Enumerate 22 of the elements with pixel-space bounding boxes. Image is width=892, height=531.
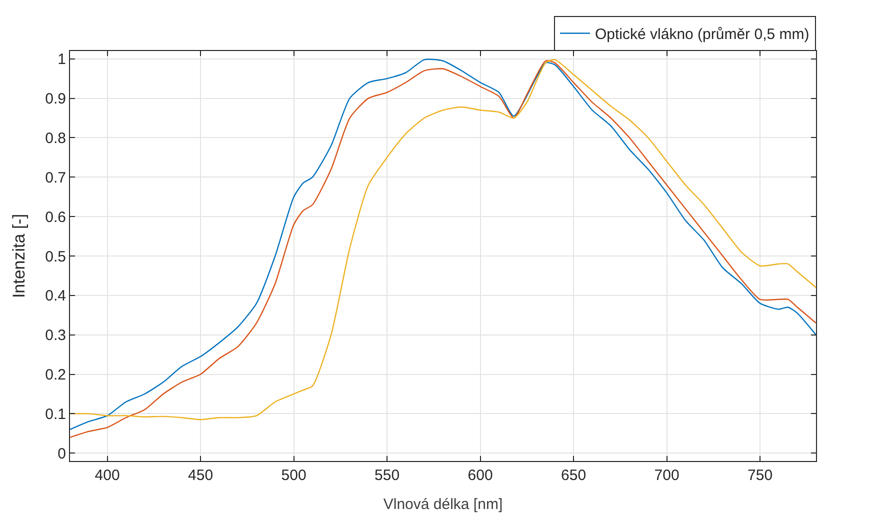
x-tick-label: 600 xyxy=(468,467,493,484)
y-tick-label: 0.8 xyxy=(45,130,66,147)
x-tick-label: 400 xyxy=(94,467,120,484)
y-tick-label: 0.5 xyxy=(45,248,66,266)
x-tick-label: 700 xyxy=(654,467,680,484)
x-tick-label: 750 xyxy=(748,467,773,484)
y-tick-label: 0.4 xyxy=(45,288,66,305)
y-tick-label: 0 xyxy=(58,445,66,462)
x-axis-title: Vlnová délka [nm] xyxy=(383,496,503,513)
x-tick-label: 650 xyxy=(561,467,586,484)
x-tick-label: 450 xyxy=(188,467,214,484)
legend-label: Optické vlákno (průměr 0,5 mm) xyxy=(595,26,810,44)
x-tick-label: 500 xyxy=(281,467,306,484)
x-tick-label: 550 xyxy=(374,467,400,484)
y-tick-label: 1 xyxy=(58,51,66,68)
y-tick-label: 0.3 xyxy=(45,327,66,344)
y-tick-label: 0.7 xyxy=(45,169,66,186)
y-tick-label: 0.2 xyxy=(45,366,66,384)
y-tick-label: 0.9 xyxy=(45,90,66,108)
y-tick-label: 0.6 xyxy=(45,208,66,226)
y-tick-label: 0.1 xyxy=(45,406,66,423)
y-axis-title: Intenzita [-] xyxy=(10,214,29,298)
